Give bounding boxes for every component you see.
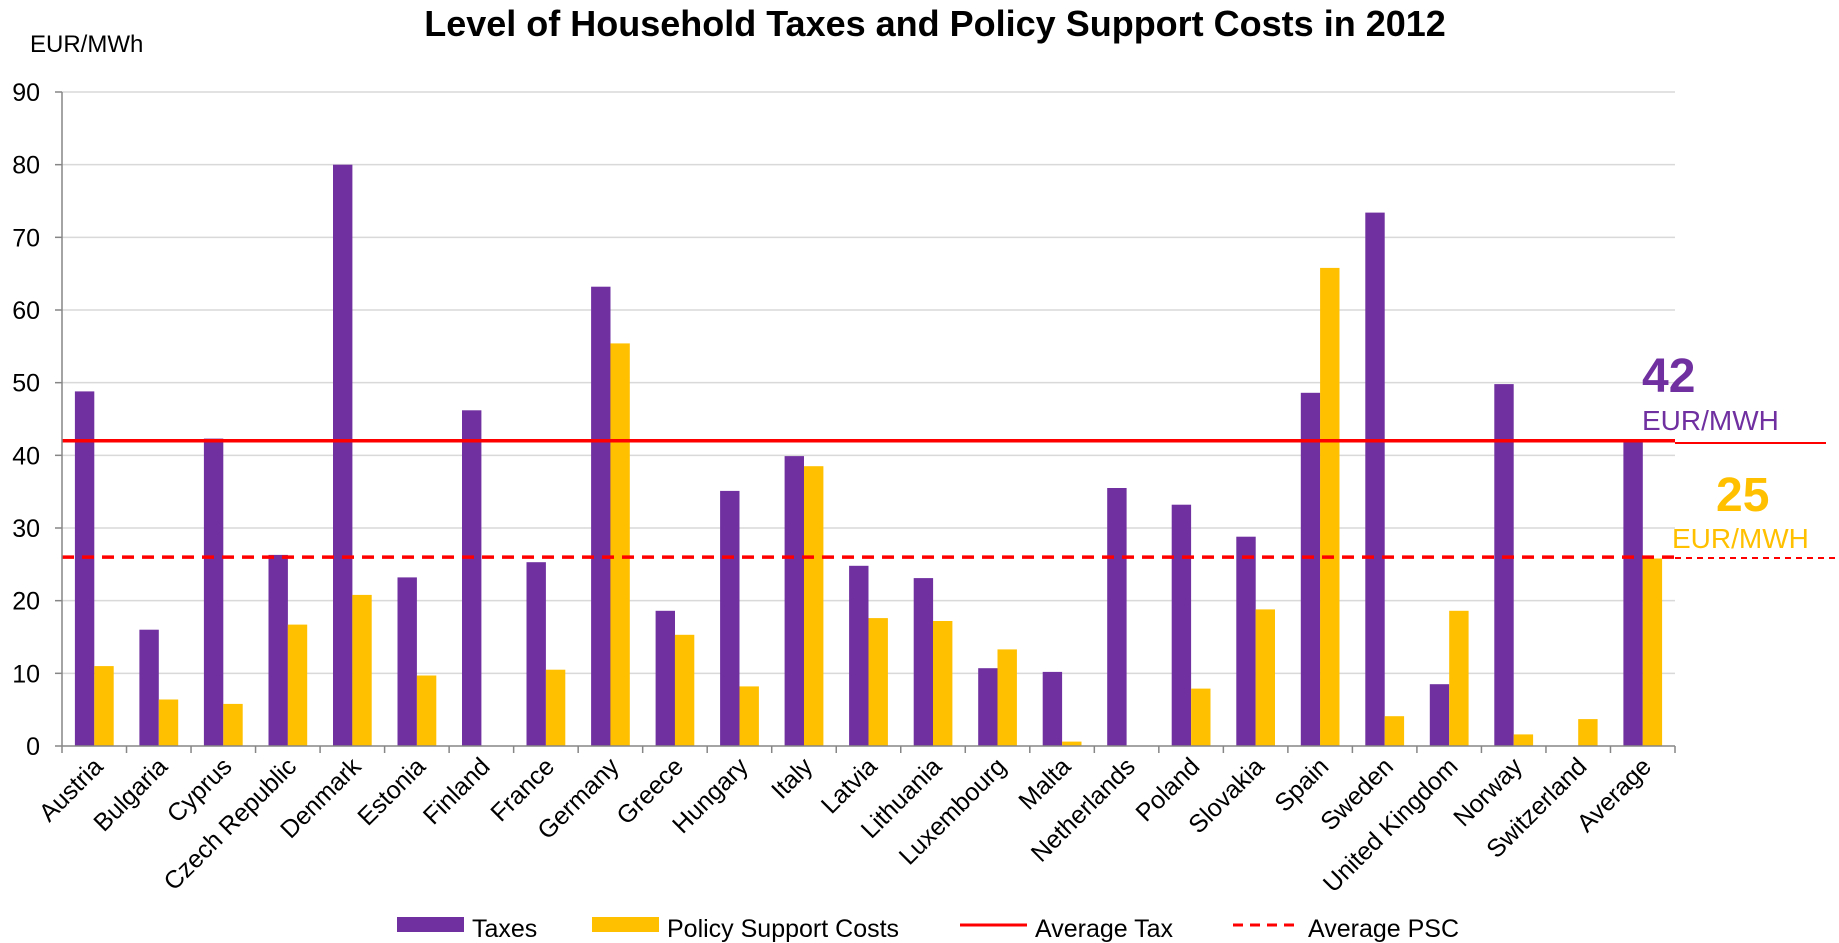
axes bbox=[55, 91, 1676, 753]
legend-swatch-psc bbox=[592, 917, 659, 932]
y-tick-label-60: 60 bbox=[12, 297, 40, 325]
y-axis-unit-label: EUR/MWh bbox=[30, 31, 143, 58]
bar-psc-italy bbox=[804, 466, 824, 746]
bar-psc-lithuania bbox=[933, 621, 953, 746]
average-tax-value-annotation: 42 bbox=[1642, 350, 1695, 403]
bar-psc-bulgaria bbox=[158, 699, 179, 746]
average-psc-unit-annotation: EUR/MWH bbox=[1672, 523, 1809, 554]
legend-label-psc: Policy Support Costs bbox=[667, 915, 899, 943]
bar-psc-france bbox=[545, 669, 566, 746]
legend-label-taxes: Taxes bbox=[472, 915, 537, 943]
gridlines bbox=[62, 91, 1675, 675]
y-tick-labels: 0 10 20 30 40 50 60 70 80 90 bbox=[12, 79, 40, 761]
category-label-estonia: Estonia bbox=[352, 752, 431, 831]
bar-taxes-cyprus bbox=[203, 438, 224, 746]
bar-taxes-poland bbox=[1171, 504, 1192, 746]
bar-taxes-slovakia bbox=[1236, 536, 1256, 746]
average-psc-value-annotation: 25 bbox=[1716, 469, 1769, 522]
bar-psc-slovakia bbox=[1255, 609, 1275, 746]
bar-taxes-finland bbox=[462, 410, 482, 746]
bar-taxes-sweden bbox=[1365, 212, 1385, 747]
bar-taxes-norway bbox=[1494, 384, 1514, 746]
bar-psc-hungary bbox=[739, 686, 759, 746]
bar-psc-spain bbox=[1320, 267, 1340, 746]
bar-psc-norway bbox=[1513, 734, 1534, 746]
bar-taxes-germany bbox=[591, 286, 611, 746]
bar-psc-luxembourg bbox=[997, 649, 1017, 746]
bar-taxes-latvia bbox=[849, 565, 869, 746]
bar-psc-latvia bbox=[868, 618, 888, 746]
bar-taxes-hungary bbox=[720, 490, 740, 746]
category-label-italy: Italy bbox=[766, 752, 819, 805]
chart-title: Level of Household Taxes and Policy Supp… bbox=[424, 3, 1446, 44]
reference-lines bbox=[62, 439, 1675, 559]
bar-psc-malta bbox=[1062, 741, 1082, 746]
bar-psc-greece bbox=[674, 634, 695, 746]
legend: Taxes Policy Support Costs Average Tax A… bbox=[397, 915, 1459, 943]
y-tick-label-80: 80 bbox=[12, 152, 40, 180]
y-tick-label-0: 0 bbox=[26, 733, 40, 761]
bar-taxes-greece bbox=[655, 610, 675, 746]
legend-label-average-psc: Average PSC bbox=[1308, 915, 1459, 943]
bar-psc-poland bbox=[1191, 688, 1211, 746]
bar-psc-estonia bbox=[416, 675, 437, 746]
bar-taxes-estonia bbox=[397, 577, 417, 746]
legend-label-average-tax: Average Tax bbox=[1035, 915, 1174, 943]
bar-taxes-luxembourg bbox=[978, 668, 998, 746]
y-tick-label-40: 40 bbox=[12, 442, 40, 470]
bar-psc-denmark bbox=[352, 594, 372, 746]
bar-psc-austria bbox=[94, 666, 114, 746]
bar-psc-cyprus bbox=[223, 703, 243, 746]
y-tick-label-90: 90 bbox=[12, 79, 40, 107]
y-tick-label-20: 20 bbox=[12, 588, 40, 616]
bar-taxes-italy bbox=[784, 456, 804, 746]
average-tax-unit-annotation: EUR/MWH bbox=[1642, 405, 1779, 436]
bar-taxes-france bbox=[526, 562, 546, 746]
category-label-finland: Finland bbox=[418, 752, 496, 830]
bar-taxes-united-kingdom bbox=[1429, 684, 1450, 746]
legend-swatch-taxes bbox=[397, 917, 464, 932]
bar-psc-czech-republic bbox=[287, 624, 308, 746]
bar-taxes-bulgaria bbox=[139, 629, 159, 746]
bar-taxes-average bbox=[1623, 440, 1643, 746]
bar-psc-germany bbox=[610, 343, 630, 746]
bar-taxes-spain bbox=[1300, 392, 1321, 746]
bar-psc-sweden bbox=[1384, 716, 1405, 746]
y-tick-label-50: 50 bbox=[12, 370, 40, 398]
bar-taxes-denmark bbox=[333, 164, 353, 746]
bar-taxes-austria bbox=[74, 391, 95, 746]
bar-psc-average bbox=[1642, 558, 1663, 746]
y-tick-label-70: 70 bbox=[12, 224, 40, 252]
bar-taxes-czech-republic bbox=[268, 554, 288, 746]
y-tick-label-30: 30 bbox=[12, 515, 40, 543]
bar-psc-switzerland bbox=[1578, 719, 1598, 746]
bar-psc-united-kingdom bbox=[1449, 610, 1469, 746]
y-tick-label-10: 10 bbox=[12, 660, 40, 688]
bar-taxes-malta bbox=[1042, 671, 1063, 746]
bar-taxes-lithuania bbox=[913, 578, 934, 746]
bars bbox=[74, 164, 1663, 747]
bar-taxes-netherlands bbox=[1107, 488, 1127, 746]
